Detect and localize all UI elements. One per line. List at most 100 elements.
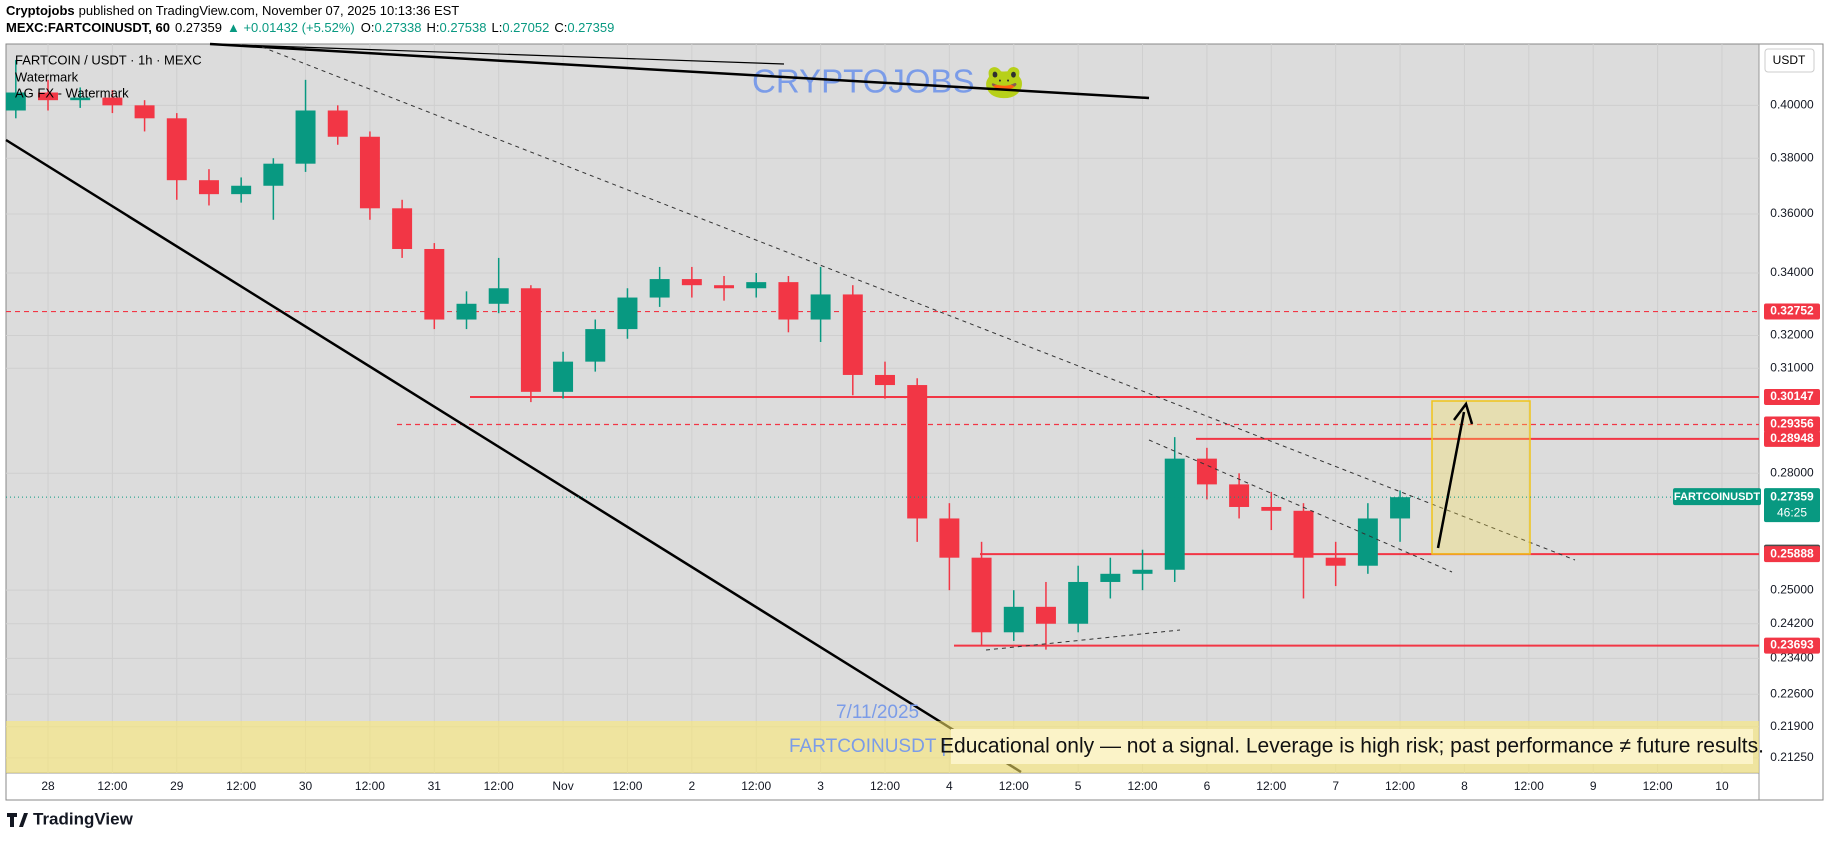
x-tick-label: Nov [552, 779, 573, 793]
price: 0.27359 [175, 20, 222, 35]
x-tick-label: 29 [170, 779, 184, 793]
drawings [5, 42, 1576, 774]
y-tick-label: 0.34000 [1770, 265, 1814, 279]
y-tick-label: 0.28000 [1770, 465, 1814, 479]
x-tick-label: 12:00 [1514, 779, 1544, 793]
x-tick-label: 8 [1461, 779, 1468, 793]
level-label-box [1764, 430, 1820, 447]
candle-body [1003, 606, 1024, 633]
countdown: 46:25 [1777, 505, 1807, 519]
axis-labels: 0.40000 0.38000 0.36000 0.34000 0.32000 0.310… [6, 97, 1820, 793]
y-tick-label: 0.21250 [1770, 750, 1814, 764]
x-tick-label: 4 [946, 779, 953, 793]
candle-body [746, 282, 767, 289]
candle-body [295, 110, 316, 164]
header-line-2: MEXC:FARTCOINUSDT, 60 0.27359 ▲ +0.01432 (… [6, 20, 614, 35]
h-label: H: [427, 20, 440, 35]
candle-body [681, 279, 702, 286]
y-tick-label: 0.38000 [1770, 150, 1814, 164]
candle-body [842, 294, 863, 375]
trend-dashed [261, 46, 1576, 561]
candle-body [1035, 606, 1056, 624]
candle-body [1068, 581, 1089, 624]
watermark-brand: CRYPTOJOBS 🐸 [752, 63, 1025, 100]
trend-dashed-3 [985, 629, 1181, 651]
candle-body [810, 294, 831, 320]
candle-body [263, 163, 284, 186]
candle-body [488, 288, 509, 304]
candle-body [1293, 510, 1314, 558]
last-price: 0.27359 [1770, 489, 1814, 503]
logo-mark [7, 813, 28, 827]
candle-body [70, 97, 91, 101]
arrow-shaft [1436, 411, 1466, 549]
currency-button[interactable] [1764, 48, 1815, 73]
published: published on TradingView.com, November 0… [79, 3, 460, 18]
level-label-box [1764, 637, 1820, 654]
x-tick-label: 12:00 [355, 779, 385, 793]
candle-body [327, 110, 348, 137]
candle-body [1132, 569, 1153, 574]
candle-body [649, 279, 670, 298]
footer-logo: TradingView [7, 809, 134, 828]
level-label: 0.23693 [1770, 638, 1814, 652]
x-tick-label: 12:00 [226, 779, 256, 793]
candle-body [134, 105, 155, 119]
frame [5, 43, 1824, 801]
candle-body [5, 92, 26, 111]
candle-body [553, 361, 574, 392]
level-label: 0.25888 [1770, 546, 1814, 560]
currency[interactable]: USDT [1773, 53, 1806, 67]
x-tick-label: 12:00 [97, 779, 127, 793]
header-line-1: Cryptojobs published on TradingView.com, … [6, 3, 459, 18]
candle-body [38, 92, 58, 101]
y-tick-label: 0.25000 [1770, 582, 1814, 596]
level-label-box [1764, 546, 1820, 563]
x-tick-label: 12:00 [741, 779, 771, 793]
h-value: 0.27538 [440, 20, 487, 35]
arrow-head [1453, 401, 1474, 425]
x-tick-label: 12:00 [1256, 779, 1286, 793]
x-tick-label: 10 [1715, 779, 1729, 793]
candle-body [102, 97, 123, 106]
candle-body [231, 185, 252, 195]
x-tick-label: 28 [41, 779, 55, 793]
level-label-box [1764, 303, 1820, 320]
candle-body [1357, 518, 1378, 566]
o-value: 0.27338 [375, 20, 422, 35]
candle-body [1100, 573, 1121, 582]
y-tick-label: 0.36000 [1770, 206, 1814, 220]
candle-body [520, 288, 541, 392]
author: Cryptojobs [6, 3, 75, 18]
level-label: 0.32752 [1770, 304, 1814, 318]
last-name: FARTCOINUSDT [1674, 491, 1760, 503]
y-tick-label: 0.22600 [1770, 686, 1814, 700]
y-tick-label: 0.24200 [1770, 616, 1814, 630]
candle-body [1229, 484, 1250, 507]
x-tick-label: 12:00 [612, 779, 642, 793]
x-tick-label: 12:00 [484, 779, 514, 793]
candle-body [198, 180, 219, 195]
candle-body [392, 208, 413, 249]
x-tick-label: 6 [1204, 779, 1211, 793]
target-box [1431, 400, 1531, 555]
level-label-box [1764, 389, 1820, 406]
candle-body [971, 557, 992, 633]
candle-body [939, 518, 960, 558]
level-label: 0.30147 [1770, 389, 1814, 403]
x-tick-label: 3 [817, 779, 824, 793]
x-tick-label: 12:00 [870, 779, 900, 793]
x-tick-label: 12:00 [1643, 779, 1673, 793]
channel-line [5, 138, 1022, 774]
top-line-thin [209, 43, 785, 65]
x-tick-label: 12:00 [1385, 779, 1415, 793]
l-label: L: [492, 20, 503, 35]
candle-body [778, 282, 799, 320]
legend-title: FARTCOIN / USDT · 1h · MEXC [15, 52, 202, 67]
footer-brand: TradingView [33, 809, 134, 828]
level-label: 0.29356 [1770, 417, 1814, 431]
candle-body [1196, 458, 1217, 485]
candle-body [617, 297, 638, 330]
y-tick-label: 0.32000 [1770, 328, 1814, 342]
